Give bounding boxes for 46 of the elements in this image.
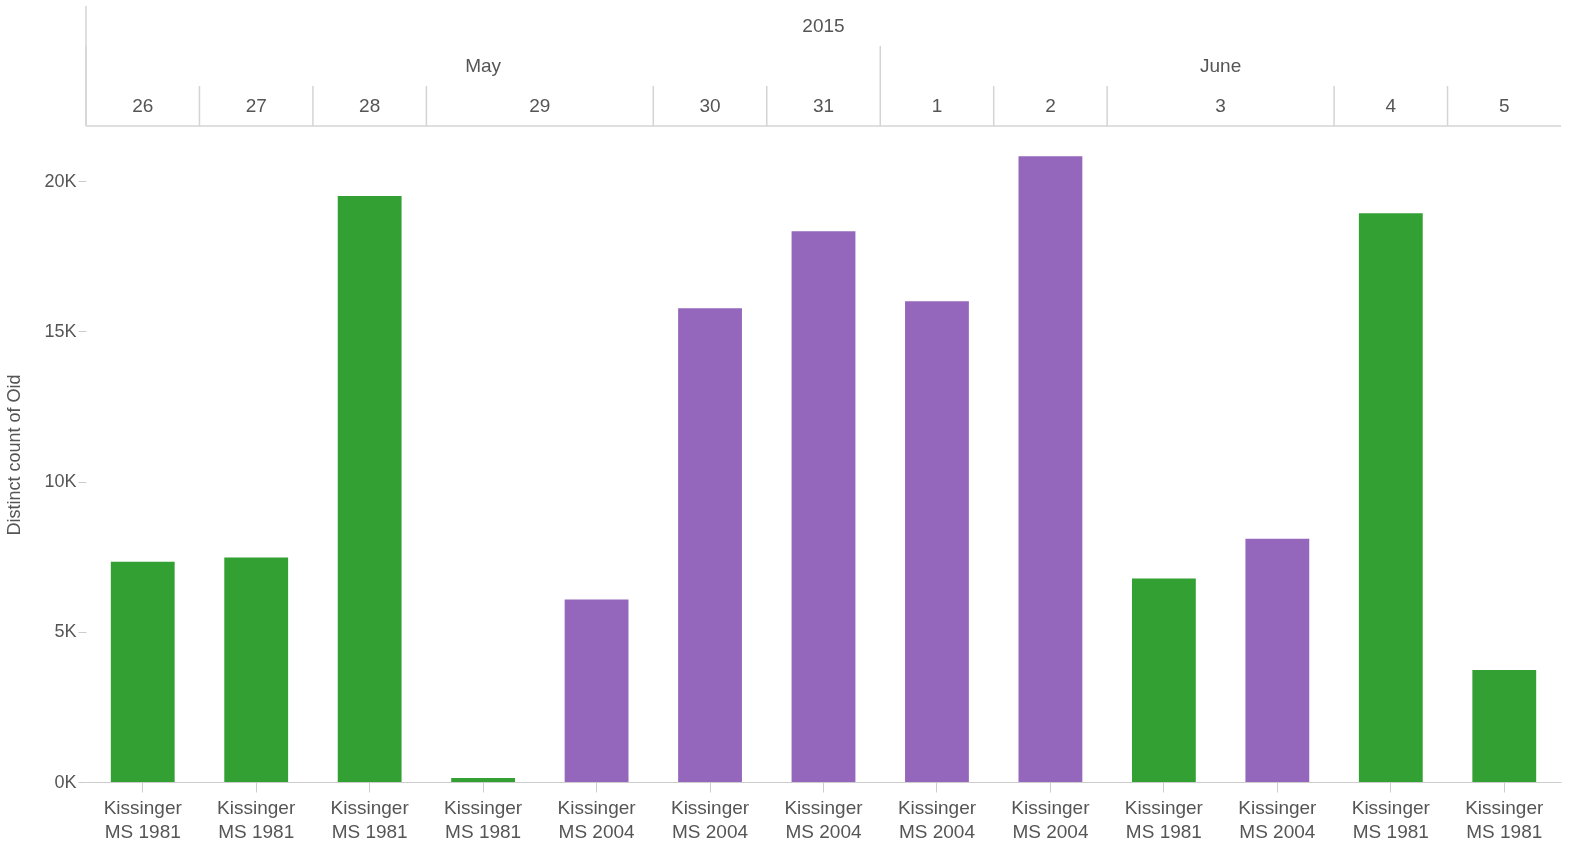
y-tick-label: 20K [44,170,77,191]
bar [451,778,516,782]
bar [1018,156,1083,782]
text: 31 [812,95,835,116]
y-tick-label: 5K [54,621,77,642]
bar [564,599,629,782]
text: 1 [931,95,943,116]
x-tick-label: Kissinger MS 1981 [217,796,296,842]
x-tick-label: Kissinger MS 2004 [1238,796,1318,842]
text: 4 [1385,95,1397,116]
x-tick-label: Kissinger MS 1981 [1124,796,1204,842]
y-tick-label: 0K [54,771,77,792]
text: 2015 [802,15,845,36]
bar [337,196,402,782]
bar [1472,669,1537,782]
bar [791,231,856,782]
bar [1131,578,1196,782]
text: 28 [359,95,381,116]
text: May [465,55,502,76]
bar [678,308,742,782]
text: 30 [699,95,721,116]
x-tick-label: Kissinger MS 1981 [103,796,183,842]
y-tick-label: 10K [44,471,77,492]
text: 2 [1045,95,1056,116]
text: 5 [1498,95,1510,116]
x-tick-label: Kissinger MS 2004 [557,796,637,842]
x-tick-label: Kissinger MS 1981 [330,796,410,842]
text: 26 [132,95,154,116]
y-axis-title: Distinct count of Oid [4,374,25,536]
x-tick-label: Kissinger MS 1981 [1465,796,1545,842]
text: June [1200,55,1242,76]
x-tick-label: Kissinger MS 2004 [670,796,750,842]
x-tick-label: Kissinger MS 1981 [444,796,523,842]
text: 3 [1215,95,1226,116]
bar [1358,213,1423,782]
x-tick-label: Kissinger MS 2004 [784,796,864,842]
text: 29 [529,95,551,116]
x-tick-label: Kissinger MS 1981 [1351,796,1431,842]
text: 27 [245,95,267,116]
bar [224,557,289,782]
bar [1245,538,1310,782]
y-tick-label: 15K [44,320,77,341]
x-tick-label: Kissinger MS 2004 [1011,796,1091,842]
bar [905,301,969,782]
bar [110,561,175,782]
x-tick-label: Kissinger MS 2004 [897,796,977,842]
